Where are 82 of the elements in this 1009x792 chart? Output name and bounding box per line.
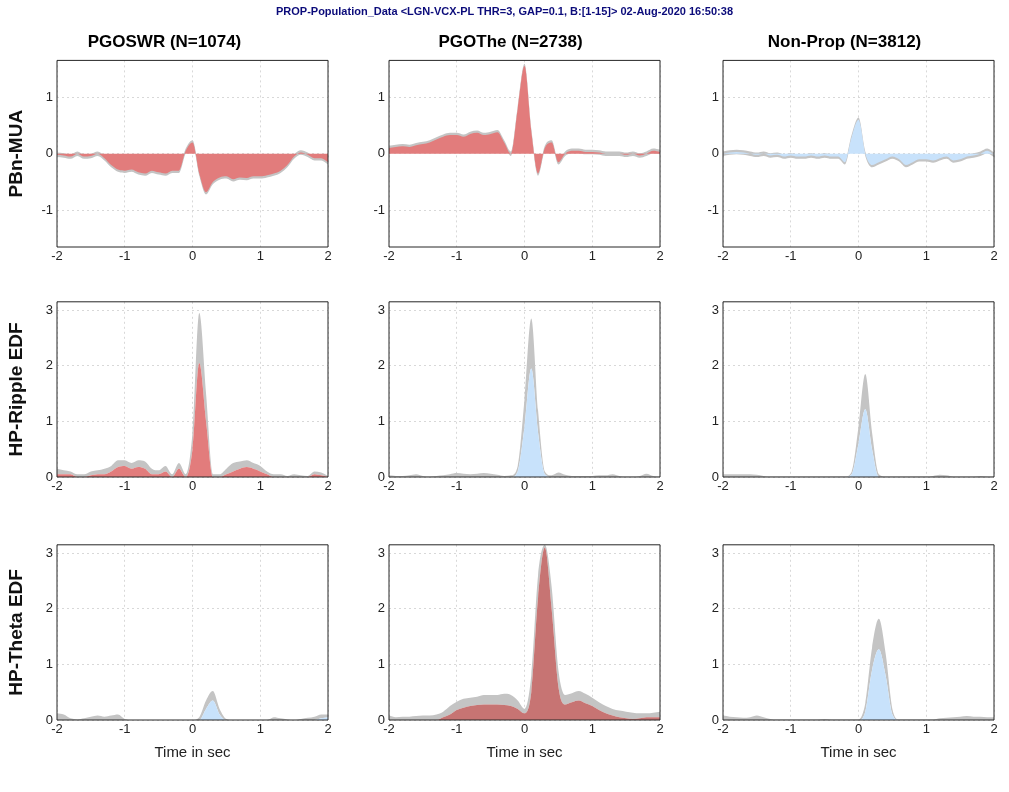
- y-tick-label: 0: [377, 468, 385, 484]
- x-tick-label: -2: [383, 247, 395, 263]
- x-tick-label: -1: [784, 721, 797, 737]
- x-tick-label: -1: [118, 247, 131, 263]
- y-tick-label: 3: [45, 544, 53, 560]
- y-tick-label: 2: [45, 600, 53, 616]
- x-axis-title: Time in sec: [820, 743, 898, 761]
- y-tick-label: 2: [377, 357, 385, 373]
- y-tick-label: 3: [711, 301, 719, 317]
- chart-title: PGOThe (N=2738): [438, 31, 583, 51]
- x-tick-label: -1: [118, 721, 131, 737]
- chart-title: Non-Prop (N=3812): [767, 31, 922, 51]
- y-tick-label: 3: [377, 544, 385, 560]
- x-tick-label: 2: [656, 721, 664, 737]
- x-tick-label: 2: [324, 247, 332, 263]
- x-tick-label: -1: [450, 478, 463, 494]
- y-tick-label: 0: [45, 144, 53, 160]
- y-tick-label: 1: [711, 413, 719, 429]
- x-axis-title: Time in sec: [486, 743, 564, 761]
- y-axis-title: HP-Theta EDF: [4, 569, 26, 696]
- x-tick-label: 0: [188, 247, 197, 263]
- x-tick-label: 1: [588, 247, 596, 263]
- y-tick-label: 2: [711, 600, 719, 616]
- x-tick-label: -1: [118, 478, 131, 494]
- x-tick-label: 0: [188, 478, 197, 494]
- x-tick-label: 1: [922, 478, 930, 494]
- x-tick-label: 1: [588, 478, 596, 494]
- y-tick-label: 3: [377, 301, 385, 317]
- y-tick-label: 1: [45, 413, 53, 429]
- x-tick-label: -1: [784, 478, 797, 494]
- y-tick-label: 1: [711, 88, 719, 104]
- y-tick-label: 3: [45, 301, 53, 317]
- x-tick-label: -2: [51, 247, 63, 263]
- x-axis-title: Time in sec: [154, 743, 232, 761]
- y-tick-label: 0: [711, 144, 719, 160]
- x-tick-label: -2: [717, 247, 729, 263]
- x-tick-label: 0: [188, 721, 197, 737]
- text: PROP-Population_Data <LGN-VCX-PL THR=3, GAP=0.1, B:[1-15]> 02-Aug-2020 16:50:38: [274, 5, 734, 17]
- x-tick-label: 2: [324, 478, 332, 494]
- y-tick-label: 2: [377, 600, 385, 616]
- x-tick-label: 2: [990, 247, 998, 263]
- y-axis-title: PBn-MUA: [4, 109, 26, 198]
- chart-title: PGOSWR (N=1074): [87, 31, 242, 51]
- x-tick-label: 1: [588, 721, 596, 737]
- y-tick-label: -1: [707, 201, 719, 217]
- x-tick-label: 1: [256, 478, 264, 494]
- x-tick-label: 2: [656, 478, 664, 494]
- x-tick-label: 0: [854, 247, 863, 263]
- x-tick-label: 1: [256, 247, 264, 263]
- x-tick-label: 0: [854, 721, 863, 737]
- y-tick-label: -1: [373, 201, 385, 217]
- y-tick-label: 1: [377, 413, 385, 429]
- x-tick-label: 0: [520, 247, 529, 263]
- y-tick-label: 2: [711, 357, 719, 373]
- x-tick-label: -1: [784, 247, 797, 263]
- x-tick-label: -1: [450, 721, 463, 737]
- x-tick-label: 2: [990, 478, 998, 494]
- y-tick-label: 0: [711, 711, 719, 727]
- x-tick-label: 0: [520, 478, 529, 494]
- x-tick-label: 0: [854, 478, 863, 494]
- x-tick-label: 2: [656, 247, 664, 263]
- y-tick-label: 0: [45, 711, 53, 727]
- y-tick-label: 1: [377, 88, 385, 104]
- y-tick-label: 2: [45, 357, 53, 373]
- y-tick-label: 0: [711, 468, 719, 484]
- x-tick-label: 1: [922, 721, 930, 737]
- y-axis-title: HP-Ripple EDF: [4, 322, 26, 457]
- y-tick-label: 0: [377, 711, 385, 727]
- x-tick-label: 2: [324, 721, 332, 737]
- y-tick-label: 0: [45, 468, 53, 484]
- y-tick-label: 1: [45, 88, 53, 104]
- x-tick-label: 1: [256, 721, 264, 737]
- y-tick-label: 0: [377, 144, 385, 160]
- y-tick-label: 1: [711, 656, 719, 672]
- x-tick-label: 1: [922, 247, 930, 263]
- y-tick-label: -1: [41, 201, 53, 217]
- x-tick-label: 2: [990, 721, 998, 737]
- y-tick-label: 1: [45, 656, 53, 672]
- y-tick-label: 3: [711, 544, 719, 560]
- y-tick-label: 1: [377, 656, 385, 672]
- x-tick-label: -1: [450, 247, 463, 263]
- x-tick-label: 0: [520, 721, 529, 737]
